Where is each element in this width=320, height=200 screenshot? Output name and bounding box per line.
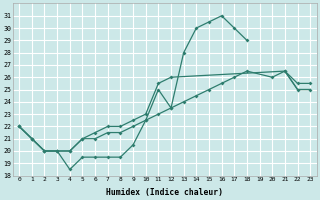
X-axis label: Humidex (Indice chaleur): Humidex (Indice chaleur) xyxy=(106,188,223,197)
